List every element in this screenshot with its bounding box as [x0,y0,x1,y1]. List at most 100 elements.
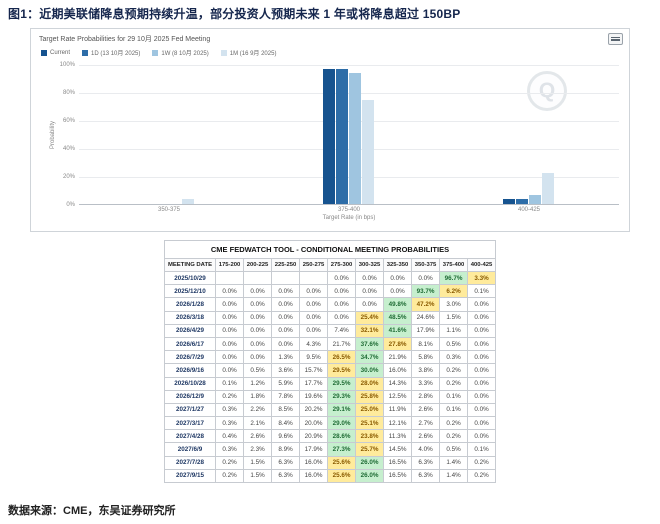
probability-cell: 19.6% [299,389,328,404]
probability-cell: 0.1% [439,389,468,404]
meeting-date-cell: 2027/4/28 [164,429,216,444]
probability-cell: 48.5% [383,310,412,325]
legend-item[interactable]: 1M (16 9月 2025) [220,48,277,57]
y-tick-label: 20% [62,174,75,180]
meeting-date-cell: 2026/10/28 [164,376,216,391]
probability-cell: 0.0% [383,270,412,286]
probability-cell: 1.5% [243,468,272,484]
column-header: 200-225 [243,258,272,272]
probability-cell: 0.2% [215,455,244,470]
table-row: 2025/10/29 0.0% 0.0% 0.0% 0.0% 96.7% 3.3% [164,270,496,286]
probability-cell: 6.3% [411,468,440,484]
probability-cell: 0.0% [467,310,496,325]
probability-cell: 4.0% [411,442,440,457]
meeting-date-cell: 2027/7/28 [164,455,216,470]
chart-legend: Current 1D (13 10月 2025) 1W (8 10月 2025) 1M… [31,45,629,57]
probability-cell: 0.2% [439,363,468,378]
probability-cell: 25.4% [355,310,384,325]
probability-cell: 0.0% [467,350,496,365]
probability-cell: 0.0% [215,323,244,338]
probability-cell: 1.3% [271,350,300,365]
y-tick-label: 0% [66,202,75,208]
probability-cell: 0.2% [439,429,468,444]
probability-cell: 25.0% [355,402,384,418]
probability-cell: 21.7% [327,336,356,352]
table-row: 2027/6/9 0.3% 2.3% 8.9% 17.9% 27.3% 25.7% 14.5%… [164,442,496,457]
probability-cell: 3.3% [411,376,440,391]
probability-cell: 11.9% [383,402,412,418]
chart-bar[interactable] [516,199,528,204]
probability-cell: 0.0% [243,336,272,352]
probability-cell: 47.2% [411,297,440,312]
column-header: MEETING DATE [164,258,216,272]
legend-swatch-icon [152,49,159,56]
probability-cell [243,270,272,286]
probability-cell: 32.1% [355,323,384,338]
probability-cell [215,270,244,286]
probability-cell: 0.0% [383,284,412,299]
table-row: 2026/7/29 0.0% 0.0% 1.3% 9.5% 26.5% 34.7% 21.9%… [164,350,496,365]
figure-title: 图1：近期美联储降息预期持续升温，部分投资人预期未来 1 年或将降息超过 150… [8,7,461,21]
chart-bar[interactable] [349,72,361,204]
hamburger-menu-icon[interactable] [608,33,623,45]
plot-area: Probability Q 0% 20% 40% 60% 80% 100% [50,62,619,208]
y-tick-label: 60% [62,118,75,124]
probability-cell: 17.9% [299,442,328,457]
meeting-date-cell: 2027/6/9 [164,442,216,457]
probability-cell: 1.4% [439,468,468,484]
legend-item[interactable]: 1D (13 10月 2025) [82,48,140,57]
legend-item[interactable]: 1W (8 10月 2025) [152,48,209,57]
probability-cell: 25.8% [355,389,384,404]
chart-bar[interactable] [362,99,374,204]
chart-bar[interactable] [529,195,541,204]
chart-bar[interactable] [542,172,554,204]
probability-cell: 0.0% [243,323,272,338]
legend-label: 1D (13 10月 2025) [91,51,141,57]
probability-cell [299,270,328,286]
legend-label: 1W (8 10月 2025) [161,51,209,57]
probability-cell: 1.2% [243,376,272,391]
probability-cell: 7.8% [271,389,300,404]
chart-bar[interactable] [336,68,348,204]
legend-swatch-icon [41,49,47,56]
probability-cell: 23.8% [355,429,384,444]
y-axis-label: Probability [50,120,57,150]
chart-bar[interactable] [503,199,515,204]
probability-cell: 28.6% [327,429,356,444]
probability-cell: 0.0% [215,350,244,365]
probability-cell: 0.3% [215,402,244,418]
probability-cell: 6.3% [271,455,300,470]
probability-cell: 0.0% [299,297,328,312]
probability-cell: 0.0% [271,310,300,325]
probability-cell: 96.7% [439,270,468,286]
column-header: 275-300 [327,258,356,272]
x-axis-label: Target Rate (in bps) [322,215,376,221]
probability-cell: 20.9% [299,429,328,444]
x-category-label: 400-425 [517,207,541,213]
probability-cell: 3.3% [467,270,496,286]
legend-label: 1M (16 9月 2025) [229,51,277,57]
chart-bar[interactable] [323,68,335,204]
probability-cell: 25.6% [327,455,356,470]
probability-cell [271,270,300,286]
probability-cell: 0.4% [215,429,244,444]
column-header: 175-200 [215,258,244,272]
probability-cell: 16.0% [299,455,328,470]
probability-cell: 6.2% [439,284,468,299]
probability-cell: 0.0% [215,297,244,312]
x-axis-categories: 350-375 375-400 400-425 [79,205,619,214]
chart-bar[interactable] [182,199,194,204]
probability-cell: 8.9% [271,442,300,457]
probability-cell: 29.3% [327,389,356,404]
legend-item[interactable]: Current [41,49,70,56]
probability-cell: 0.0% [467,323,496,338]
probability-cell: 2.6% [411,429,440,444]
probability-cell: 16.5% [383,468,412,484]
probability-cell: 5.8% [411,350,440,365]
probability-cell: 8.5% [271,402,300,418]
probability-cell: 8.1% [411,336,440,352]
probability-cell: 0.0% [355,297,384,312]
y-tick-label: 40% [62,146,75,152]
probability-cell: 24.6% [411,310,440,325]
table-row: 2026/9/16 0.0% 0.5% 3.6% 15.7% 29.5% 30.0% 16.0… [164,363,496,378]
